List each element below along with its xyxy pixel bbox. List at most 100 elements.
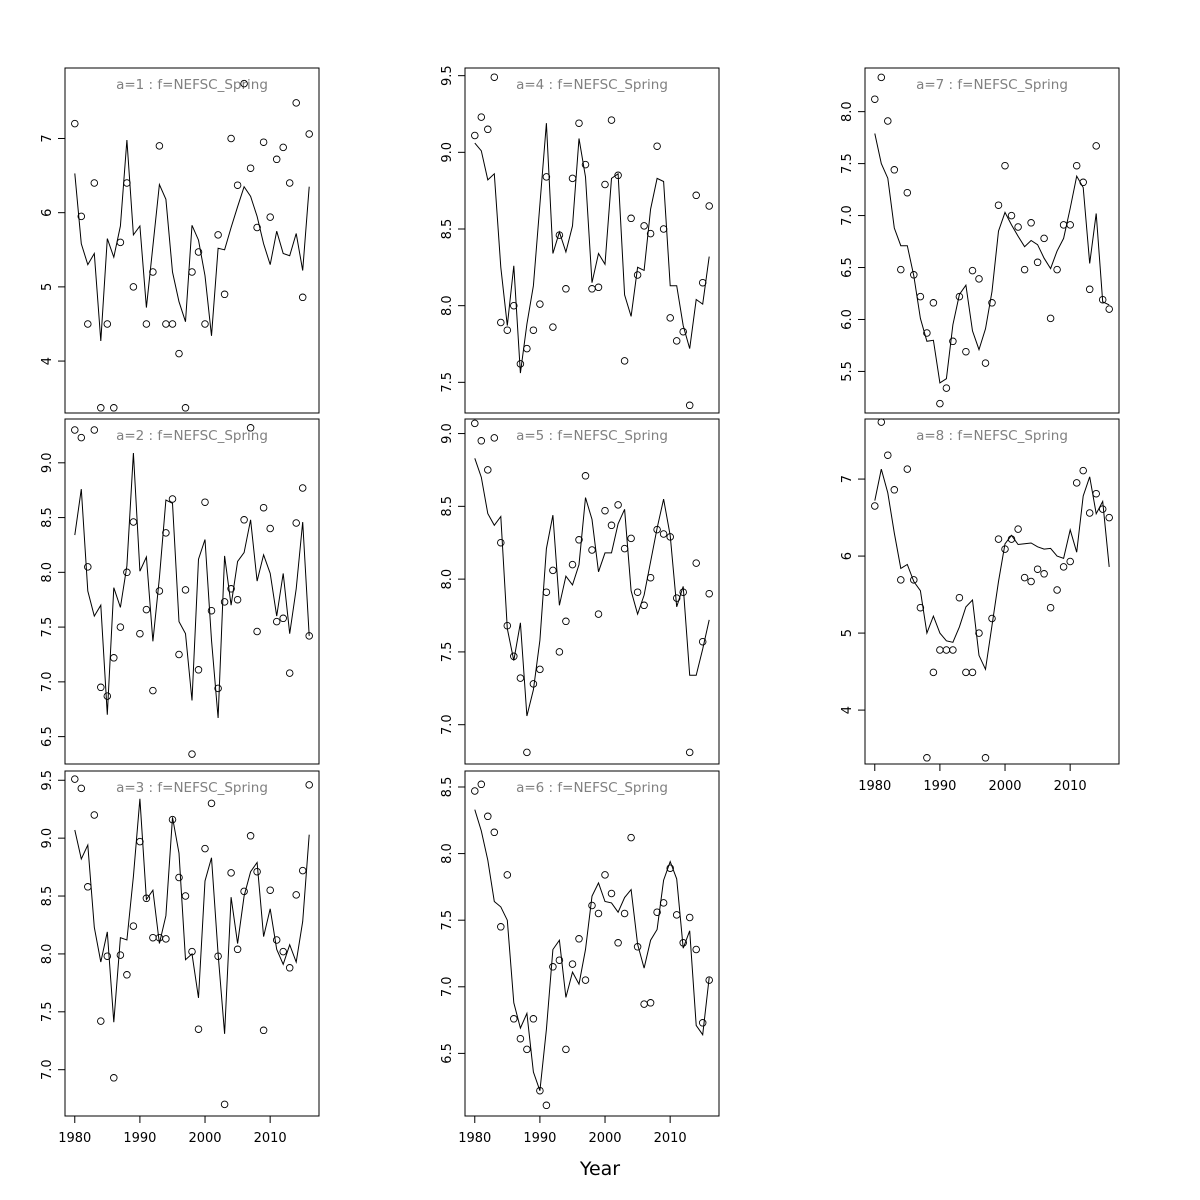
observed-point	[698, 1019, 707, 1027]
observed-point	[594, 909, 603, 918]
observed-point	[246, 832, 255, 840]
observed-point	[910, 576, 918, 584]
x-tick-label: 2000	[188, 1131, 221, 1146]
observed-point	[542, 173, 551, 181]
observed-point	[510, 301, 518, 310]
observed-point	[168, 320, 177, 328]
observed-point	[601, 506, 609, 515]
observed-point	[1033, 565, 1042, 573]
observed-point	[607, 521, 616, 530]
observed-point	[549, 566, 557, 575]
observed-point	[549, 323, 557, 331]
y-tick-label: 7.5	[440, 372, 455, 393]
observed-point	[253, 867, 261, 876]
observed-point	[298, 293, 307, 302]
observed-point	[510, 1015, 518, 1023]
observed-point	[266, 213, 274, 221]
x-tick-label: 1980	[458, 1131, 491, 1146]
observed-point	[227, 134, 235, 143]
observed-point	[84, 320, 92, 328]
observed-point	[84, 563, 92, 571]
panel-7: a=7 : f=NEFSC_Spring 5.5 6.0 6.5 7.0 7.5 8.0	[840, 67, 1120, 414]
observed-point	[136, 837, 144, 846]
observed-point	[1033, 258, 1042, 267]
y-tick-label: 8.0	[840, 101, 855, 122]
observed-point	[1020, 265, 1029, 274]
observed-point	[477, 780, 486, 789]
observed-point	[490, 828, 499, 837]
observed-point	[201, 844, 209, 853]
observed-point	[1001, 161, 1009, 170]
observed-point	[679, 939, 687, 947]
observed-point	[240, 79, 248, 88]
observed-point	[116, 951, 125, 959]
observed-point	[272, 617, 281, 626]
observed-point	[568, 174, 577, 183]
y-tick-label: 8.5	[40, 886, 55, 907]
observed-point	[877, 73, 886, 82]
observed-point	[116, 623, 125, 631]
observed-point	[266, 524, 274, 533]
observed-point	[1066, 221, 1074, 229]
observed-point	[994, 201, 1003, 209]
observed-point	[220, 598, 229, 606]
observed-point	[142, 320, 151, 328]
observed-point	[503, 621, 512, 630]
panel-title: a=4 : f=NEFSC_Spring	[516, 77, 668, 93]
observed-point	[968, 668, 977, 677]
predicted-line	[874, 133, 1110, 384]
observed-point	[1059, 563, 1068, 571]
observed-point	[77, 212, 86, 221]
panel-frame	[864, 67, 1120, 414]
observed-point	[607, 889, 616, 898]
observed-point	[575, 119, 583, 127]
observed-point	[1079, 178, 1087, 187]
y-tick-label: 9.0	[440, 423, 455, 444]
observed-point	[194, 1025, 203, 1033]
observed-point	[653, 142, 661, 150]
observed-point	[923, 754, 931, 762]
observed-point	[123, 179, 131, 187]
observed-point	[240, 516, 248, 524]
x-tick-label: 1990	[523, 1131, 556, 1146]
observed-point	[490, 434, 499, 442]
observed-point	[285, 669, 294, 677]
observed-point	[640, 222, 648, 230]
y-tick-label: 8.5	[440, 496, 455, 517]
observed-point	[77, 784, 86, 793]
observed-point	[955, 593, 964, 602]
observed-point	[162, 529, 170, 537]
observed-point	[516, 360, 525, 368]
observed-point	[129, 518, 138, 526]
observed-point	[1085, 509, 1094, 517]
observed-point	[149, 268, 157, 276]
observed-point	[523, 1045, 531, 1054]
observed-point	[298, 484, 307, 492]
predicted-line	[74, 452, 310, 719]
predicted-line	[74, 139, 310, 342]
observed-point	[194, 666, 203, 674]
y-tick-label: 9.0	[40, 452, 55, 473]
observed-point	[484, 125, 492, 134]
observed-point	[633, 271, 642, 279]
observed-point	[1020, 573, 1029, 582]
observed-point	[653, 525, 661, 534]
observed-point	[562, 285, 570, 293]
observed-point	[620, 544, 629, 553]
x-tick-label: 1990	[123, 1131, 156, 1146]
observed-point	[292, 891, 300, 899]
observed-point	[129, 283, 138, 291]
observed-point	[503, 326, 512, 334]
observed-point	[620, 909, 629, 918]
x-tick-label: 2010	[254, 1131, 287, 1146]
observed-point	[942, 384, 951, 392]
panel-8: a=8 : f=NEFSC_Spring 4 5 6 7 1980 1990 2000 2010	[840, 418, 1120, 794]
observed-point	[659, 530, 668, 538]
observed-point	[201, 320, 209, 328]
x-axis-label: Year	[579, 1158, 621, 1180]
observed-point	[97, 1017, 105, 1025]
observed-point	[90, 179, 99, 187]
y-tick-label: 6.5	[440, 1043, 455, 1064]
y-tick-label: 8.5	[440, 219, 455, 240]
panel-title: a=7 : f=NEFSC_Spring	[916, 77, 1068, 93]
